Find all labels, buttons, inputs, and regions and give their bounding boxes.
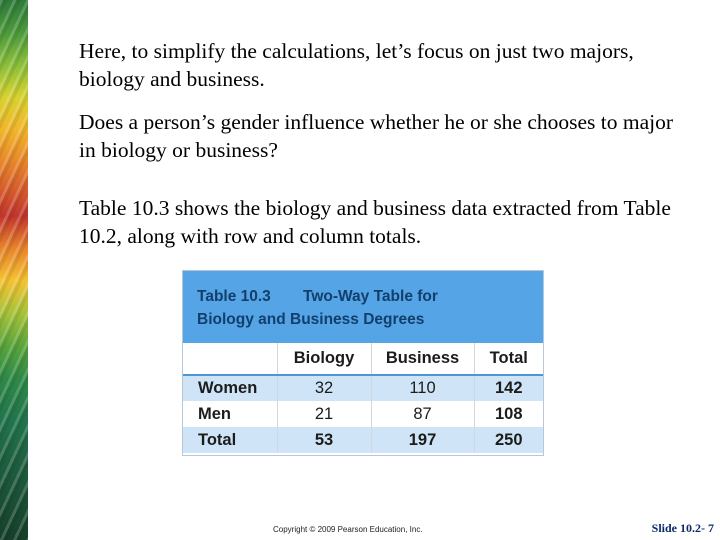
table-caption: Table 10.3 Two-Way Table for Biology and … — [183, 271, 543, 343]
paragraph-focus-majors: Here, to simplify the calculations, let’… — [79, 39, 634, 91]
cell-total-biology: 53 — [276, 427, 371, 453]
data-table: Biology Business Total Women 32 110 142 … — [183, 343, 543, 453]
row-label: Men — [198, 404, 231, 423]
paragraph-gender-question: Does a person’s gender influence whether… — [79, 110, 674, 162]
two-way-table: Table 10.3 Two-Way Table for Biology and … — [182, 270, 544, 456]
row-label: Women — [183, 375, 277, 401]
paragraph-table-description: Table 10.3 shows the biology and busines… — [79, 196, 671, 248]
table-row-total: Total 53 197 250 — [183, 427, 543, 453]
cell-women-total: 142 — [473, 375, 543, 401]
column-header-blank — [183, 343, 277, 376]
cell-women-business: 110 — [370, 375, 474, 401]
copyright-footer: Copyright © 2009 Pearson Education, Inc. — [273, 525, 423, 534]
cell-total-total: 250 — [473, 427, 543, 453]
table-title-line2: Biology and Business Degrees — [197, 311, 425, 328]
slide-number: Slide 10.2- 7 — [651, 521, 714, 535]
table-number: Table 10.3 — [197, 288, 271, 305]
column-header-total: Total — [473, 343, 543, 376]
table-row-men: Men 21 87 108 — [183, 401, 543, 427]
table-header-row: Biology Business Total — [183, 343, 543, 376]
column-header-business: Business — [370, 343, 474, 376]
cell-men-business: 87 — [370, 401, 474, 427]
table-row-women: Women 32 110 142 — [183, 375, 543, 401]
cell-men-biology: 21 — [276, 401, 371, 427]
column-header-biology: Biology — [276, 343, 371, 376]
cell-men-total: 108 — [473, 401, 543, 427]
cell-women-biology: 32 — [276, 375, 371, 401]
decorative-side-strip — [0, 0, 28, 540]
row-label: Total — [183, 427, 277, 453]
cell-total-business: 197 — [370, 427, 474, 453]
table-title-line1: Two-Way Table for — [303, 288, 438, 305]
